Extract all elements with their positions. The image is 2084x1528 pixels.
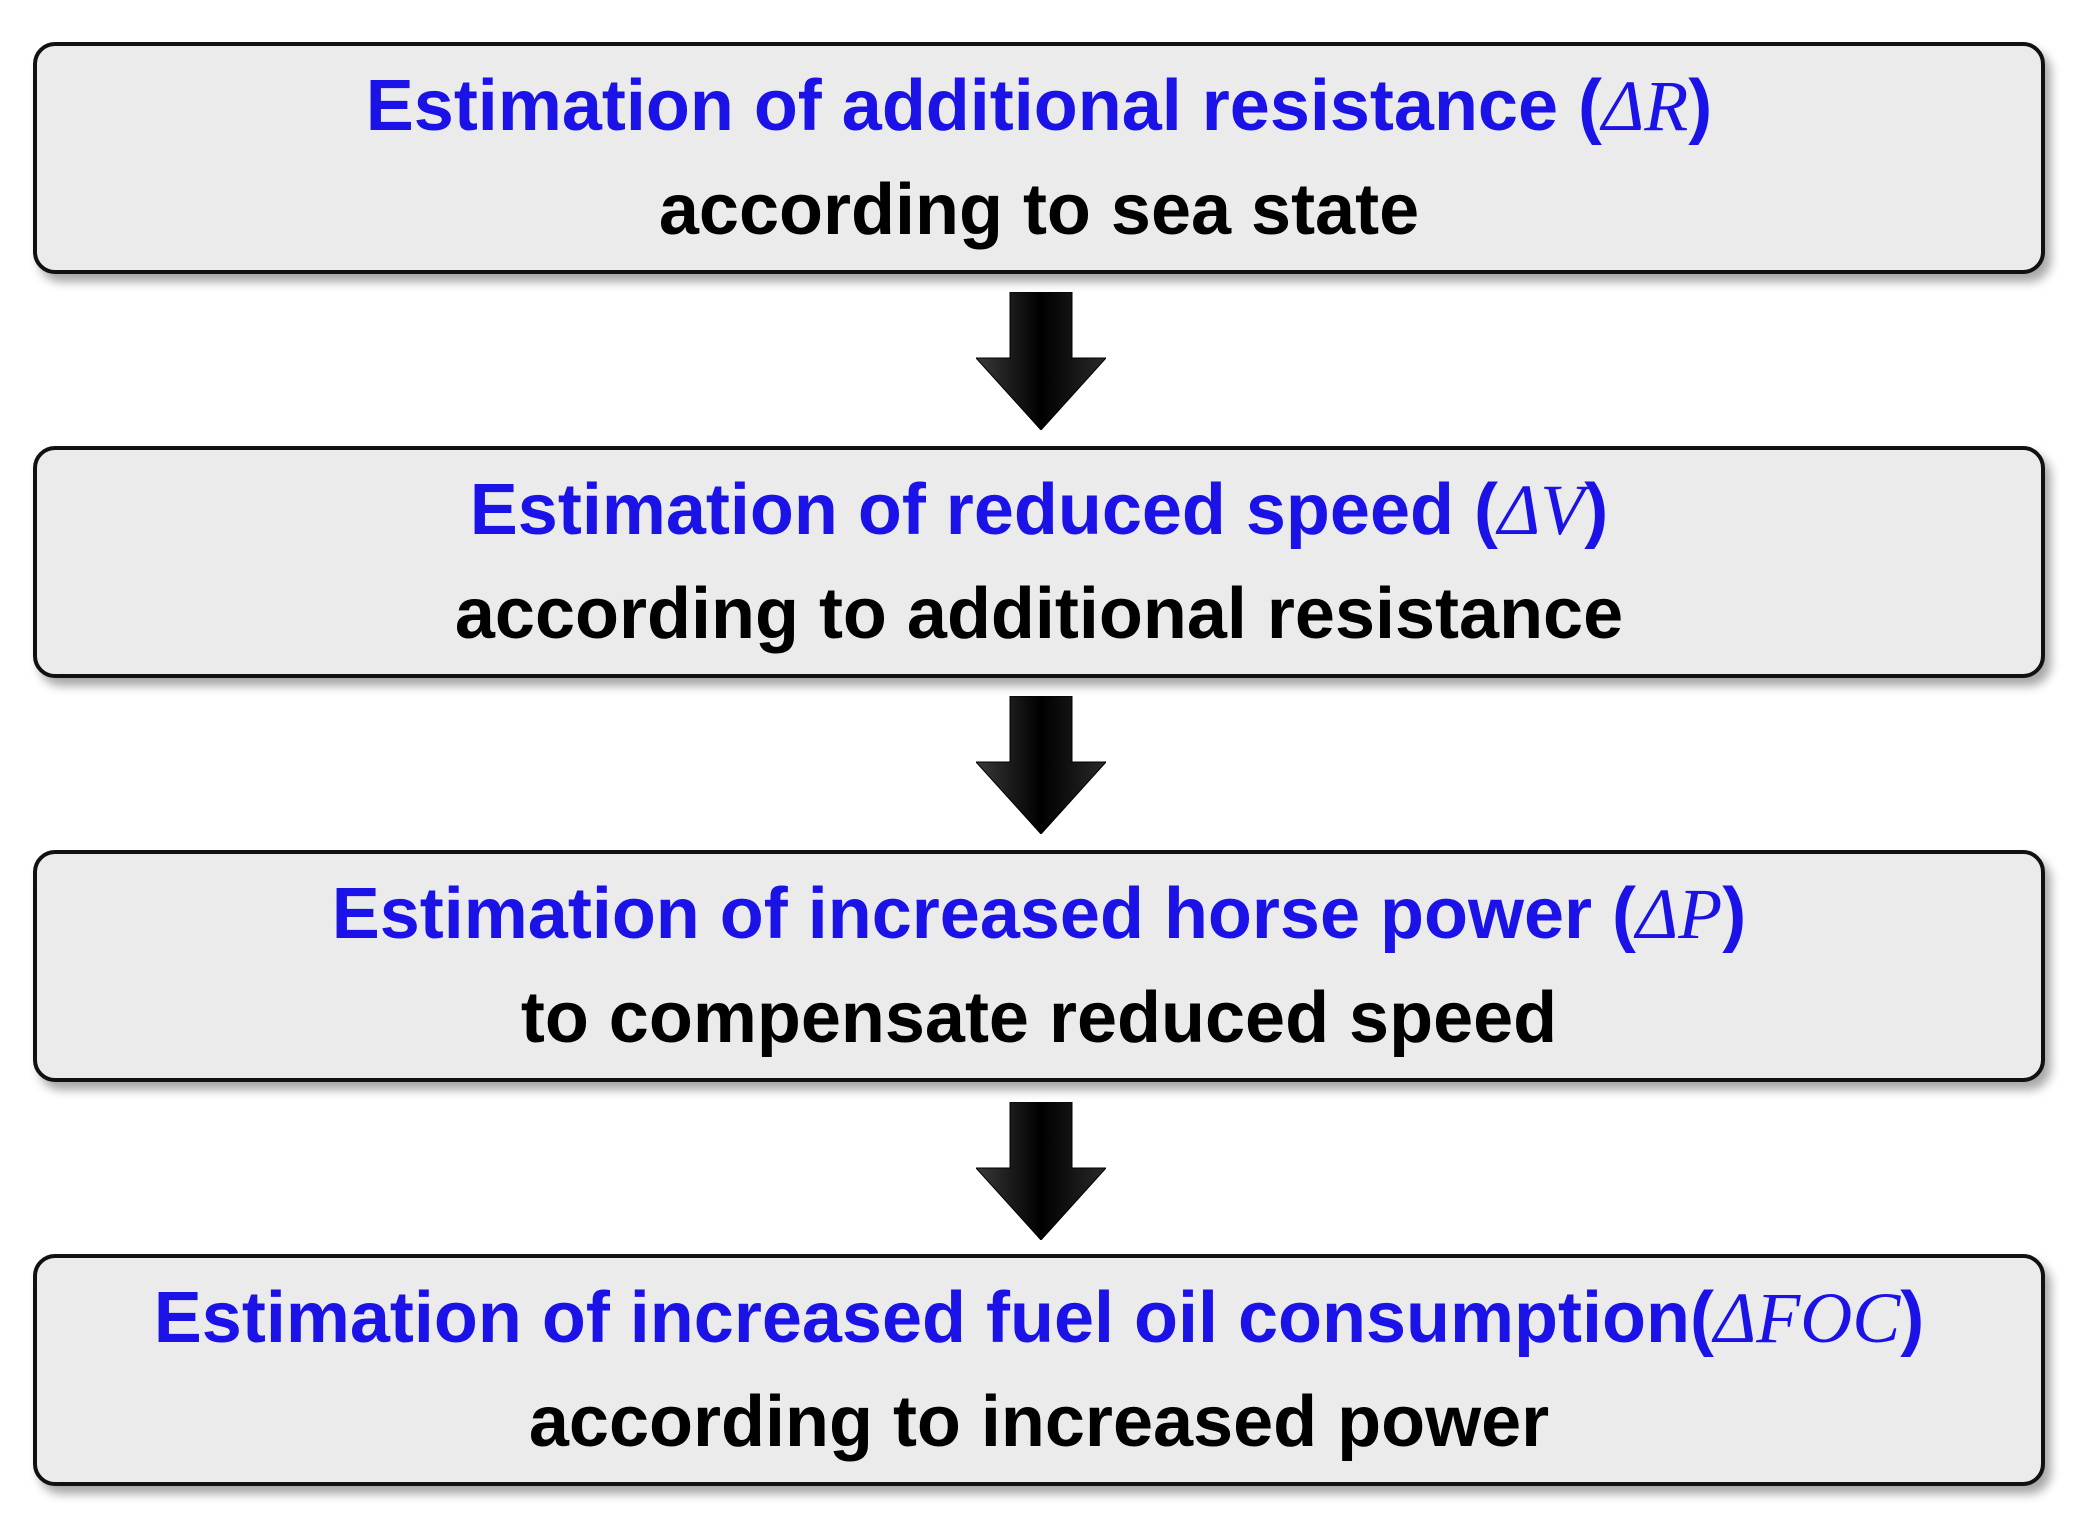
down-arrow-icon: [976, 1102, 1106, 1240]
step-box-increased-fuel-oil-consumption: Estimation of increased fuel oil consump…: [33, 1254, 2045, 1486]
step-title-text: Estimation of additional resistance (: [365, 66, 1602, 146]
delta-r-symbol: ΔR: [1602, 66, 1689, 146]
step-box-reduced-speed: Estimation of reduced speed (ΔV) accordi…: [33, 446, 2045, 678]
step-title: Estimation of additional resistance (ΔR): [366, 54, 1712, 158]
step-subtitle: according to increased power: [528, 1382, 1550, 1462]
delta-v-symbol: ΔV: [1497, 470, 1585, 550]
step-box-increased-horse-power: Estimation of increased horse power (ΔP)…: [33, 850, 2045, 1082]
down-arrow-icon: [976, 696, 1106, 834]
step-title: Estimation of increased horse power (ΔP): [332, 862, 1747, 966]
step-title-close: ): [1688, 66, 1713, 146]
delta-p-symbol: ΔP: [1636, 874, 1723, 954]
step-title-text: Estimation of increased horse power (: [331, 874, 1637, 954]
step-subtitle: according to additional resistance: [454, 574, 1624, 654]
step-box-additional-resistance: Estimation of additional resistance (ΔR)…: [33, 42, 2045, 274]
step-title-close: ): [1584, 470, 1609, 550]
step-subtitle: according to sea state: [658, 170, 1420, 250]
down-arrow-icon: [976, 292, 1106, 430]
step-title-text: Estimation of reduced speed (: [469, 470, 1498, 550]
step-title-close: ): [1722, 874, 1747, 954]
step-subtitle: to compensate reduced speed: [520, 978, 1558, 1058]
step-title-close: ): [1900, 1278, 1925, 1358]
step-title: Estimation of reduced speed (ΔV): [470, 458, 1608, 562]
step-title: Estimation of increased fuel oil consump…: [154, 1266, 1924, 1370]
step-title-text: Estimation of increased fuel oil consump…: [153, 1278, 1714, 1358]
delta-foc-symbol: ΔFOC: [1713, 1278, 1901, 1358]
